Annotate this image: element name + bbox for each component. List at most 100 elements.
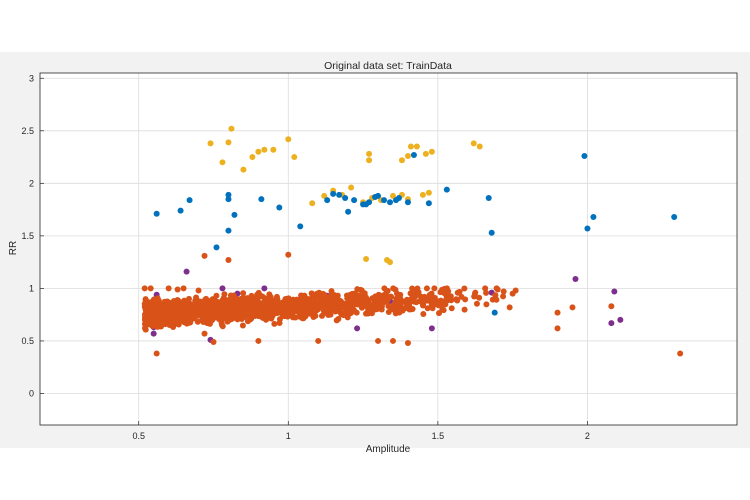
data-point [608, 303, 615, 310]
data-point [201, 330, 208, 337]
data-point [235, 301, 242, 308]
data-point [383, 294, 390, 301]
data-point [181, 298, 188, 305]
data-point [147, 285, 154, 292]
data-point [396, 299, 403, 306]
data-point [351, 197, 358, 204]
x-tick-label: 1.5 [432, 431, 445, 441]
data-point [428, 325, 435, 332]
data-point [379, 298, 386, 305]
data-point [223, 302, 230, 309]
data-point [439, 306, 446, 313]
data-point [491, 309, 498, 316]
data-point [590, 213, 597, 220]
data-point [386, 259, 393, 266]
data-point [385, 303, 392, 310]
data-point [185, 295, 192, 302]
data-point [572, 275, 579, 282]
data-point [473, 300, 480, 307]
data-point [471, 293, 478, 300]
data-point [233, 296, 240, 303]
data-point [291, 154, 298, 161]
data-point [420, 300, 427, 307]
data-point [335, 316, 342, 323]
data-point [142, 305, 149, 312]
data-point [366, 150, 373, 157]
data-point [183, 320, 190, 327]
series-1 [153, 151, 678, 316]
data-point [240, 166, 247, 173]
x-axis-label: Amplitude [366, 444, 411, 455]
data-point [461, 285, 468, 292]
data-point [309, 200, 316, 207]
data-point [554, 325, 561, 332]
data-point [274, 310, 281, 317]
data-point [150, 304, 157, 311]
data-point [266, 291, 273, 298]
data-point [248, 292, 255, 299]
data-point [241, 308, 248, 315]
data-point [441, 285, 448, 292]
grid [40, 73, 737, 425]
data-point [207, 305, 214, 312]
data-point [255, 289, 262, 296]
data-point [225, 191, 232, 198]
data-point [165, 319, 172, 326]
data-point [240, 290, 247, 297]
data-point [182, 315, 189, 322]
data-point [209, 296, 216, 303]
data-point [448, 297, 455, 304]
data-point [289, 314, 296, 321]
data-point [419, 295, 426, 302]
data-point [340, 312, 347, 319]
data-point [425, 189, 432, 196]
data-point [225, 227, 232, 234]
data-point [581, 153, 588, 160]
x-tick-label: 2 [585, 431, 590, 441]
data-point [357, 286, 364, 293]
data-point [428, 148, 435, 155]
data-point [500, 293, 507, 300]
data-point [285, 251, 292, 258]
y-tick-label: 0 [29, 388, 34, 398]
data-point [252, 308, 259, 315]
data-point [189, 305, 196, 312]
data-point [671, 213, 678, 220]
data-point [428, 290, 435, 297]
data-point [321, 192, 328, 199]
data-point [203, 310, 210, 317]
data-point [448, 305, 455, 312]
data-point [203, 295, 210, 302]
data-point [366, 157, 373, 164]
data-point [283, 308, 290, 315]
data-point [210, 338, 217, 345]
data-point [213, 244, 220, 251]
data-point [442, 301, 449, 308]
data-point [261, 146, 268, 153]
data-point [611, 288, 618, 295]
plot-frame [39, 72, 738, 426]
data-point [180, 285, 187, 292]
data-point [363, 255, 370, 262]
data-point [142, 314, 149, 321]
y-tick-label: 2 [29, 178, 34, 188]
ticks: 0.5 1 1.5 2 0 0.5 1 1.5 2 2.5 3 [21, 73, 589, 441]
data-point [431, 285, 438, 292]
data-point [249, 154, 256, 161]
data-point [413, 143, 420, 150]
data-point [324, 197, 331, 204]
data-point [153, 310, 160, 317]
data-point [155, 316, 162, 323]
data-point [453, 296, 460, 303]
data-point [485, 195, 492, 202]
data-point [218, 315, 225, 322]
data-point [217, 304, 224, 311]
data-point [419, 191, 426, 198]
data-point [394, 290, 401, 297]
data-point [225, 257, 232, 264]
data-point [225, 196, 232, 203]
data-point [258, 196, 265, 203]
data-point [423, 285, 430, 292]
data-point [153, 210, 160, 217]
